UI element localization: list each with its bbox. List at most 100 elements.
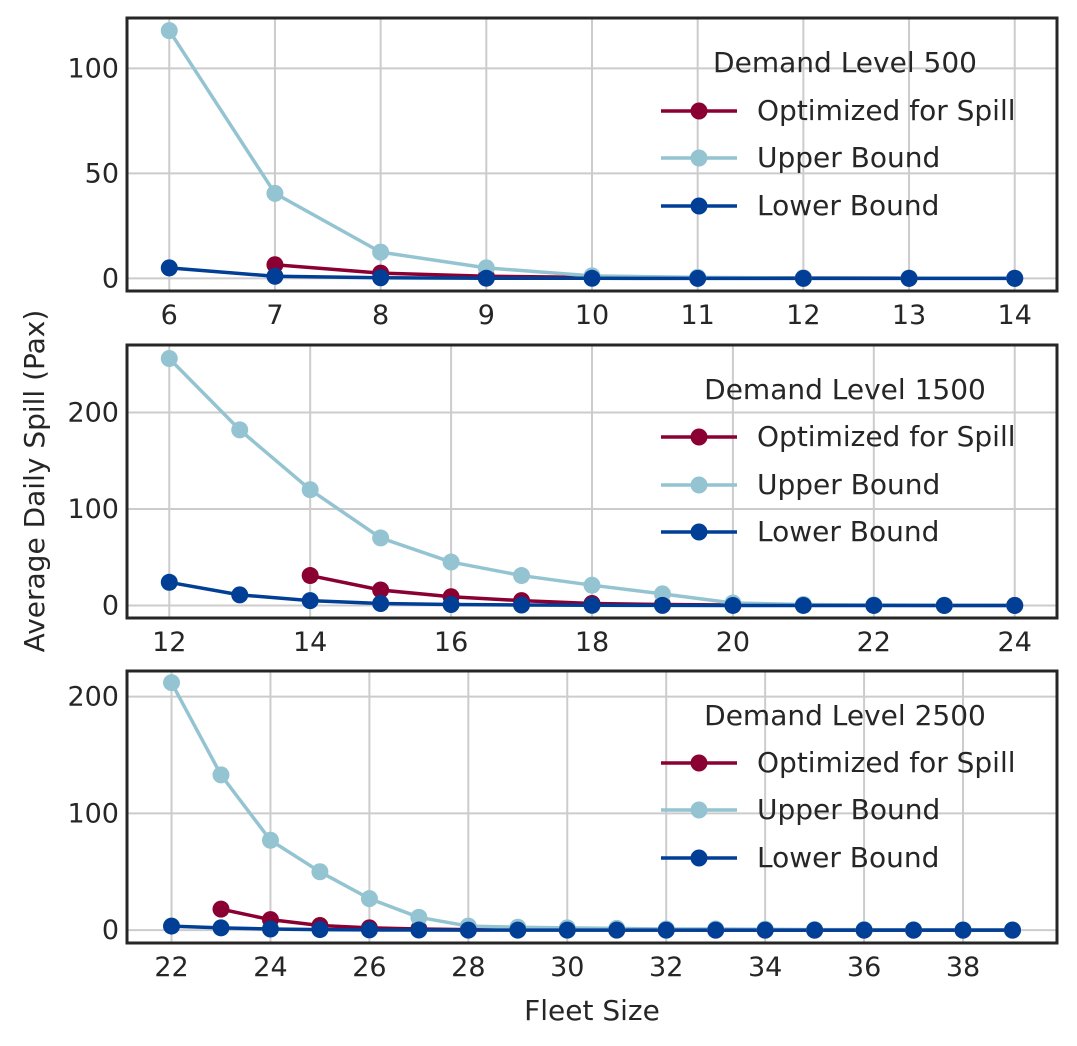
x-tick-label: 12: [786, 300, 820, 331]
upper-point: [372, 529, 390, 547]
upper-point: [212, 766, 230, 784]
x-tick-label: 16: [434, 627, 468, 658]
x-tick-label: 14: [293, 627, 327, 658]
y-axis-label: Average Daily Spill (Pax): [18, 310, 51, 653]
optimized-point: [301, 567, 319, 585]
lower-point: [459, 921, 477, 939]
lower-point: [372, 595, 390, 613]
lower-point: [724, 596, 742, 614]
y-tick-label: 100: [67, 798, 119, 829]
legend-title: Demand Level 1500: [704, 373, 986, 406]
x-tick-label: 28: [451, 952, 485, 983]
legend-upper-label: Upper Bound: [757, 793, 940, 826]
lower-point: [1003, 921, 1021, 939]
panel-2: 12 14 16 18 20 22 24 0 100 200 Demand Level 1500 Op…: [67, 343, 1059, 658]
x-tick-label: 26: [352, 952, 386, 983]
upper-point: [410, 908, 428, 926]
x-tick-label: 14: [998, 300, 1032, 331]
x-tick-label: 24: [998, 627, 1032, 658]
optimized-point: [212, 900, 230, 918]
legend-lower-marker: [690, 849, 708, 867]
chart-panels: 6 7 8 9 10 11 12 13 14 0 50 100 Demand Level 500 Opti…: [67, 16, 1059, 983]
upper-point: [231, 421, 249, 439]
legend-optimized-marker: [690, 428, 708, 446]
lower-point: [794, 269, 812, 287]
y-tick-label: 100: [67, 494, 119, 525]
lower-point: [160, 573, 178, 591]
legend-upper-marker: [690, 476, 708, 494]
lower-point: [558, 921, 576, 939]
x-tick-label: 18: [575, 627, 609, 658]
x-tick-label: 7: [266, 300, 283, 331]
lower-point: [212, 919, 230, 937]
x-tick-label: 36: [847, 952, 881, 983]
panel-1: 6 7 8 9 10 11 12 13 14 0 50 100 Demand Level 500 Opti…: [67, 16, 1059, 331]
lower-point: [905, 921, 923, 939]
lower-point: [657, 921, 675, 939]
y-tick-label: 200: [67, 398, 119, 429]
lower-point: [163, 917, 181, 935]
legend-optimized-label: Optimized for Spill: [757, 746, 1016, 779]
legend-optimized-label: Optimized for Spill: [757, 94, 1016, 127]
y-tick-label: 100: [67, 53, 119, 84]
panel-3: 22 24 26 28 30 32 34 36 38 0 100 200 Demand Level 25…: [67, 669, 1059, 983]
upper-point: [311, 863, 329, 881]
upper-point: [513, 567, 531, 585]
x-tick-label: 22: [857, 627, 891, 658]
upper-point: [163, 674, 181, 692]
lower-point: [855, 921, 873, 939]
y-tick-label: 200: [67, 682, 119, 713]
lower-point: [608, 921, 626, 939]
lower-point: [756, 921, 774, 939]
legend-optimized-marker: [690, 754, 708, 772]
y-tick-label: 50: [85, 158, 119, 189]
upper-point: [266, 184, 284, 202]
x-tick-label: 6: [161, 300, 178, 331]
axes-frame: [125, 669, 1059, 945]
upper-point: [442, 553, 460, 571]
lower-point: [509, 921, 527, 939]
x-tick-label: 22: [154, 952, 188, 983]
x-tick-label: 13: [892, 300, 926, 331]
x-tick-label: 11: [681, 300, 715, 331]
legend-optimized-marker: [690, 102, 708, 120]
lower-point: [311, 921, 329, 939]
x-tick-label: 12: [152, 627, 186, 658]
upper-point: [372, 243, 390, 261]
legend-upper-marker: [690, 149, 708, 167]
legend-lower-marker: [690, 197, 708, 215]
upper-point: [583, 576, 601, 594]
lower-point: [653, 596, 671, 614]
lower-point: [442, 595, 460, 613]
upper-point: [261, 831, 279, 849]
lower-point: [935, 596, 953, 614]
lower-point: [231, 586, 249, 604]
upper-point: [160, 22, 178, 40]
lower-point: [360, 921, 378, 939]
lower-point: [806, 921, 824, 939]
upper-point: [301, 481, 319, 499]
x-tick-label: 9: [478, 300, 495, 331]
legend-lower-label: Lower Bound: [757, 189, 939, 222]
lower-point: [410, 921, 428, 939]
legend-upper-label: Upper Bound: [757, 141, 940, 174]
lower-point: [583, 596, 601, 614]
legend-lower-label: Lower Bound: [757, 841, 939, 874]
legend-upper-label: Upper Bound: [757, 468, 940, 501]
x-tick-label: 10: [575, 300, 609, 331]
legend-title: Demand Level 2500: [704, 699, 986, 732]
x-tick-label: 34: [748, 952, 782, 983]
lower-point: [372, 269, 390, 287]
y-tick-label: 0: [102, 915, 119, 946]
x-tick-label: 24: [253, 952, 287, 983]
legend-title: Demand Level 500: [713, 46, 977, 79]
lower-point: [160, 259, 178, 277]
lower-point: [1006, 269, 1024, 287]
legend-lower-marker: [690, 523, 708, 541]
y-tick-label: 0: [102, 263, 119, 294]
lower-point: [707, 921, 725, 939]
lower-point: [689, 269, 707, 287]
x-tick-label: 20: [716, 627, 750, 658]
lower-point: [266, 267, 284, 285]
